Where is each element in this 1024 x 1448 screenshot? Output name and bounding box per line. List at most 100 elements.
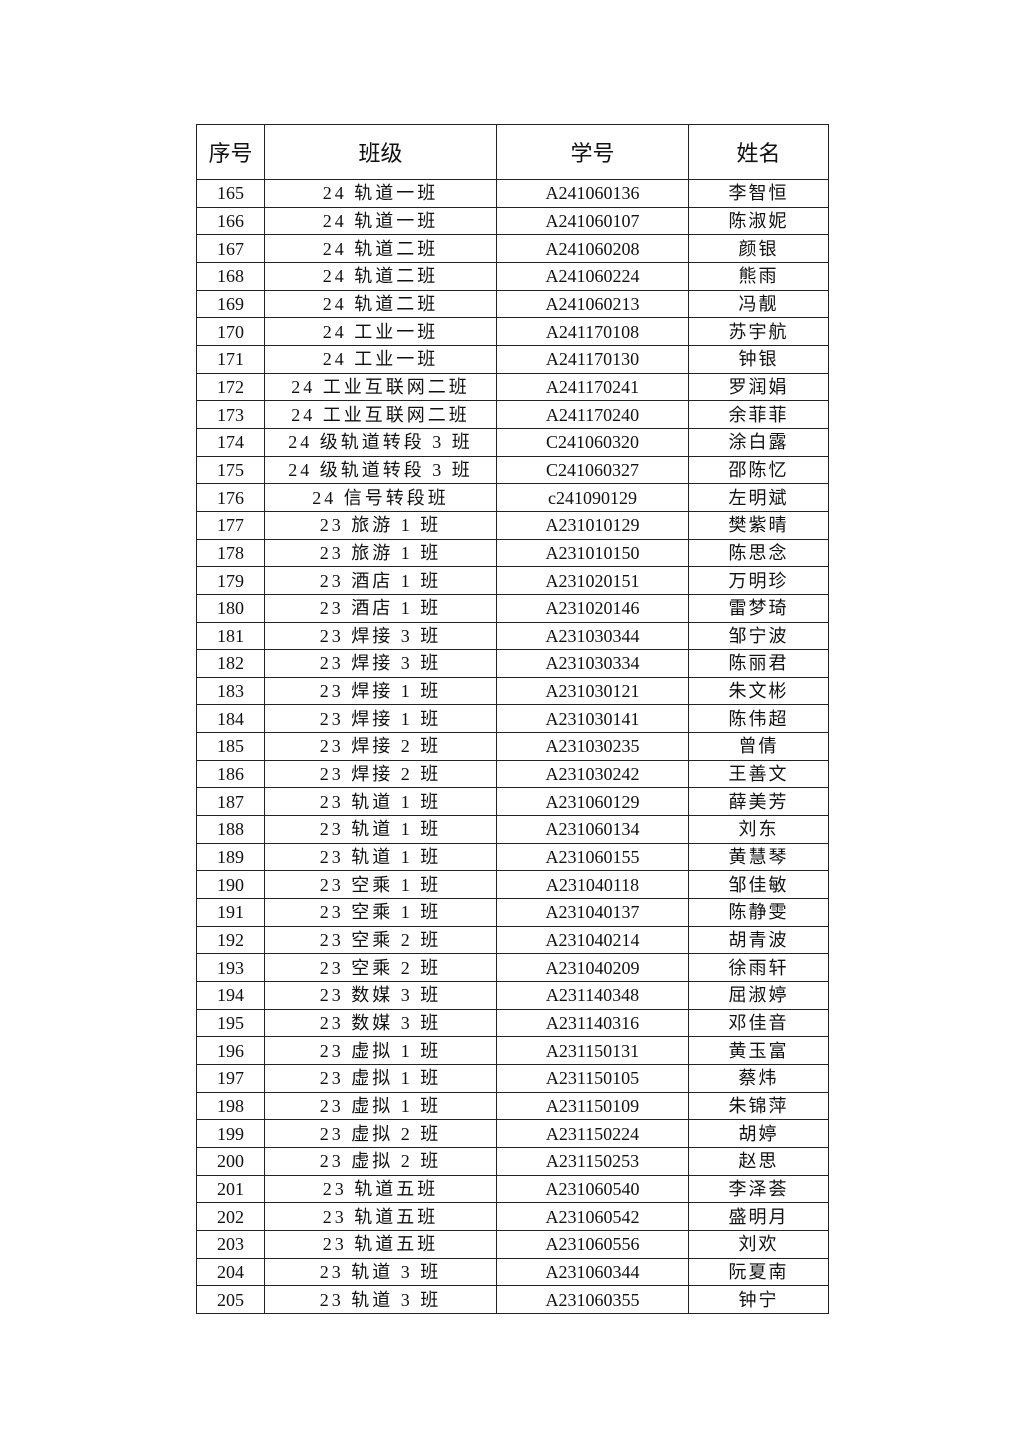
cell-class: 23 焊接 2 班 xyxy=(264,759,497,789)
cell-class: 23 旅游 1 班 xyxy=(264,538,497,568)
cell-index: 190 xyxy=(196,870,265,900)
cell-student-id: A231140348 xyxy=(496,981,689,1010)
cell-class: 23 轨道五班 xyxy=(264,1202,497,1231)
cell-student-id: A231010150 xyxy=(496,538,689,568)
cell-class: 23 轨道五班 xyxy=(264,1229,497,1259)
table-row: 186 23 焊接 2 班 A231030242 王善文 xyxy=(196,759,829,789)
table-row: 198 23 虚拟 1 班 A231150109 朱锦萍 xyxy=(196,1091,829,1121)
table-row: 193 23 空乘 2 班 A231040209 徐雨轩 xyxy=(196,953,829,983)
cell-class: 23 轨道五班 xyxy=(264,1174,497,1204)
cell-name: 左明斌 xyxy=(688,483,829,512)
cell-name: 黄慧琴 xyxy=(688,842,829,872)
cell-index: 175 xyxy=(196,455,265,485)
table-row: 175 24 级轨道转段 3 班 C241060327 邵陈忆 xyxy=(196,455,829,485)
cell-name: 陈静雯 xyxy=(688,898,829,927)
cell-name: 钟银 xyxy=(688,344,829,374)
cell-class: 24 工业互联网二班 xyxy=(264,372,497,402)
cell-student-id: A231040118 xyxy=(496,870,689,900)
cell-index: 165 xyxy=(196,179,265,208)
cell-name: 钟宁 xyxy=(688,1285,829,1314)
table-row: 171 24 工业一班 A241170130 钟银 xyxy=(196,344,829,374)
cell-student-id: A241060136 xyxy=(496,179,689,208)
cell-student-id: A241170240 xyxy=(496,400,689,429)
cell-class: 24 轨道二班 xyxy=(264,289,497,319)
header-index: 序号 xyxy=(196,124,265,180)
table-row: 187 23 轨道 1 班 A231060129 薛美芳 xyxy=(196,787,829,817)
header-row: 序号 班级 学号 姓名 xyxy=(196,124,829,180)
header-class: 班级 xyxy=(264,124,497,180)
cell-name: 盛明月 xyxy=(688,1202,829,1231)
cell-student-id: C241060327 xyxy=(496,455,689,485)
cell-name: 王善文 xyxy=(688,759,829,789)
cell-index: 188 xyxy=(196,815,265,844)
cell-class: 23 空乘 2 班 xyxy=(264,925,497,955)
table-row: 180 23 酒店 1 班 A231020146 雷梦琦 xyxy=(196,593,829,623)
cell-student-id: A231150105 xyxy=(496,1064,689,1093)
cell-class: 23 轨道 3 班 xyxy=(264,1257,497,1287)
cell-index: 199 xyxy=(196,1119,265,1148)
table-row: 165 24 轨道一班 A241060136 李智恒 xyxy=(196,179,829,208)
cell-index: 166 xyxy=(196,206,265,236)
cell-student-id: c241090129 xyxy=(496,483,689,512)
cell-index: 202 xyxy=(196,1202,265,1231)
cell-index: 194 xyxy=(196,981,265,1010)
cell-name: 罗润娟 xyxy=(688,372,829,402)
cell-student-id: A231040214 xyxy=(496,925,689,955)
cell-student-id: A231060344 xyxy=(496,1257,689,1287)
cell-name: 李泽荟 xyxy=(688,1174,829,1204)
table-row: 174 24 级轨道转段 3 班 C241060320 涂白露 xyxy=(196,427,829,457)
table-row: 192 23 空乘 2 班 A231040214 胡青波 xyxy=(196,925,829,955)
table-row: 177 23 旅游 1 班 A231010129 樊紫晴 xyxy=(196,510,829,540)
table-row: 200 23 虚拟 2 班 A231150253 赵思 xyxy=(196,1146,829,1176)
cell-student-id: A231150253 xyxy=(496,1146,689,1176)
table-row: 179 23 酒店 1 班 A231020151 万明珍 xyxy=(196,566,829,595)
cell-student-id: A231010129 xyxy=(496,510,689,540)
header-student-id: 学号 xyxy=(496,124,689,180)
cell-student-id: A241060213 xyxy=(496,289,689,319)
cell-student-id: A231060540 xyxy=(496,1174,689,1204)
cell-student-id: A231060155 xyxy=(496,842,689,872)
cell-name: 万明珍 xyxy=(688,566,829,595)
cell-student-id: A231060542 xyxy=(496,1202,689,1231)
cell-index: 168 xyxy=(196,261,265,291)
cell-class: 23 轨道 1 班 xyxy=(264,787,497,817)
cell-name: 胡婷 xyxy=(688,1119,829,1148)
table-row: 201 23 轨道五班 A231060540 李泽荟 xyxy=(196,1174,829,1204)
cell-class: 23 空乘 1 班 xyxy=(264,870,497,900)
table-row: 196 23 虚拟 1 班 A231150131 黄玉富 xyxy=(196,1036,829,1065)
cell-index: 179 xyxy=(196,566,265,595)
cell-index: 177 xyxy=(196,510,265,540)
cell-name: 刘东 xyxy=(688,815,829,844)
cell-name: 徐雨轩 xyxy=(688,953,829,983)
table-row: 202 23 轨道五班 A231060542 盛明月 xyxy=(196,1202,829,1231)
cell-name: 冯靓 xyxy=(688,289,829,319)
table-row: 188 23 轨道 1 班 A231060134 刘东 xyxy=(196,815,829,844)
cell-class: 24 级轨道转段 3 班 xyxy=(264,427,497,457)
cell-student-id: A231030141 xyxy=(496,704,689,734)
table-row: 168 24 轨道二班 A241060224 熊雨 xyxy=(196,261,829,291)
cell-student-id: A231040209 xyxy=(496,953,689,983)
cell-index: 174 xyxy=(196,427,265,457)
cell-class: 23 焊接 3 班 xyxy=(264,649,497,678)
cell-class: 23 空乘 1 班 xyxy=(264,898,497,927)
cell-name: 陈淑妮 xyxy=(688,206,829,236)
cell-student-id: A231040137 xyxy=(496,898,689,927)
cell-name: 阮夏南 xyxy=(688,1257,829,1287)
cell-name: 熊雨 xyxy=(688,261,829,291)
cell-class: 23 焊接 1 班 xyxy=(264,676,497,706)
cell-class: 23 酒店 1 班 xyxy=(264,593,497,623)
cell-index: 186 xyxy=(196,759,265,789)
cell-student-id: A231020151 xyxy=(496,566,689,595)
cell-student-id: A241060107 xyxy=(496,206,689,236)
table-row: 176 24 信号转段班 c241090129 左明斌 xyxy=(196,483,829,512)
cell-name: 赵思 xyxy=(688,1146,829,1176)
cell-name: 朱锦萍 xyxy=(688,1091,829,1121)
cell-student-id: A241060208 xyxy=(496,234,689,263)
cell-student-id: A241170130 xyxy=(496,344,689,374)
cell-class: 23 旅游 1 班 xyxy=(264,510,497,540)
table-row: 204 23 轨道 3 班 A231060344 阮夏南 xyxy=(196,1257,829,1287)
cell-index: 181 xyxy=(196,621,265,651)
cell-index: 192 xyxy=(196,925,265,955)
table-row: 181 23 焊接 3 班 A231030344 邹宁波 xyxy=(196,621,829,651)
cell-name: 樊紫晴 xyxy=(688,510,829,540)
